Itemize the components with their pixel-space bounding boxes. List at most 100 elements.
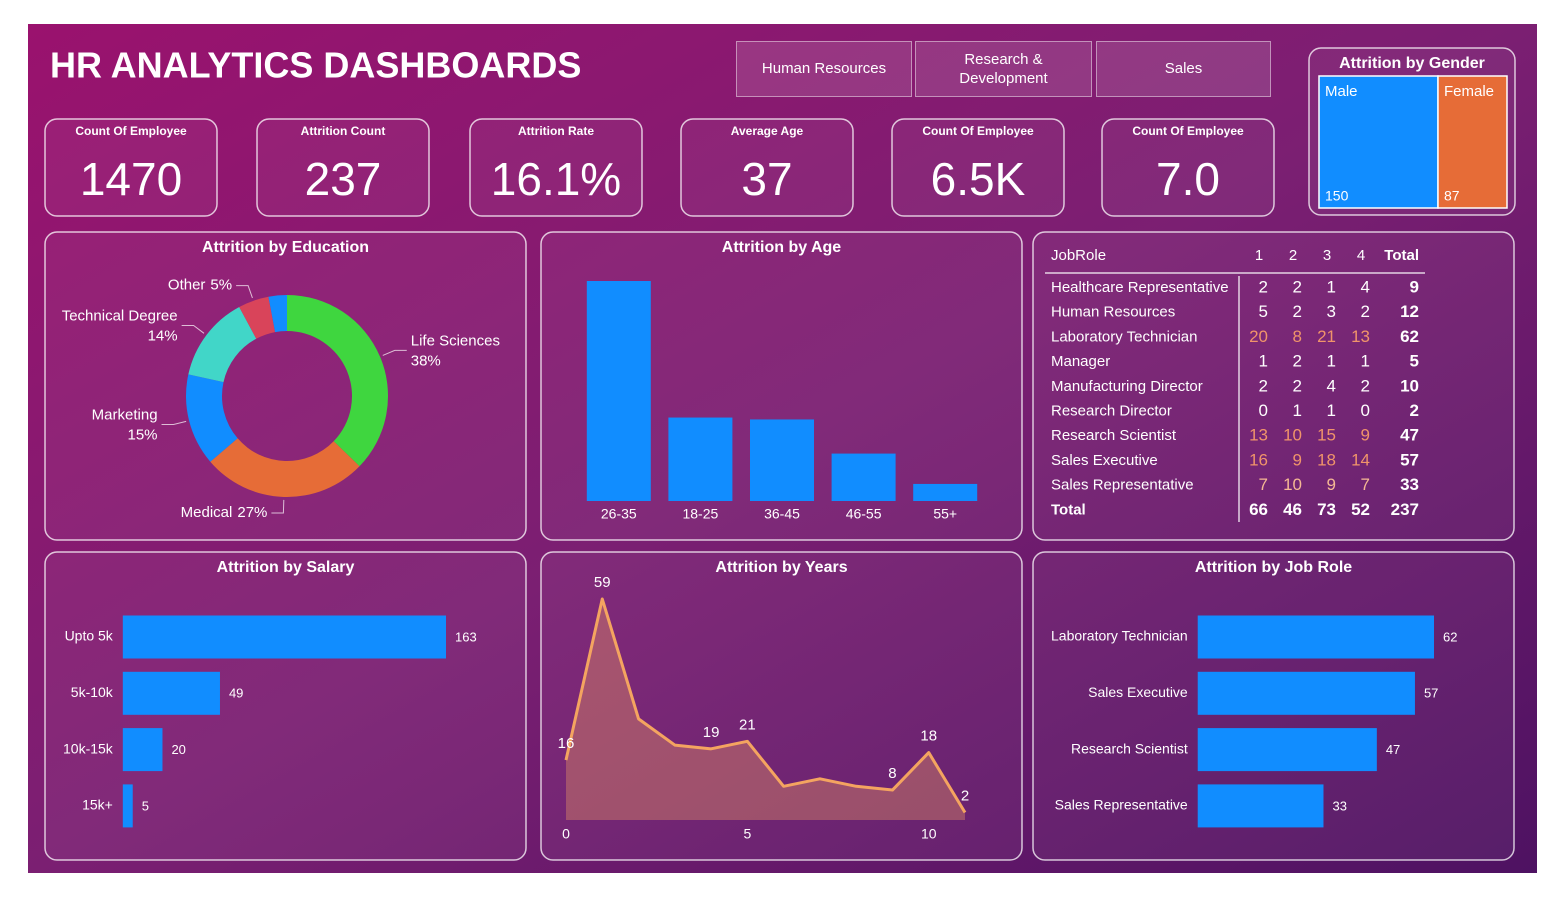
table-cell: 3 (1327, 302, 1336, 321)
bar (122, 671, 220, 715)
bar (122, 615, 446, 659)
x-tick-label: 55+ (933, 506, 957, 522)
table-cell: 1 (1293, 401, 1302, 420)
table-cell: 1 (1327, 352, 1336, 371)
value-label: 19 (703, 724, 720, 741)
leader-line (382, 349, 407, 356)
table-cell: 13 (1351, 327, 1370, 346)
table-cell: 13 (1249, 426, 1268, 445)
panel (540, 231, 1023, 541)
bar (1197, 784, 1324, 828)
y-tick-label: 5k-10k (71, 684, 114, 700)
donut-slice (239, 296, 276, 339)
value-label: 18 (920, 728, 937, 745)
kpi-value: 237 (305, 153, 382, 205)
kpi-value: 16.1% (491, 153, 621, 205)
table-cell: 9 (1327, 475, 1336, 494)
table-cell: 15 (1317, 426, 1336, 445)
table-cell: 7 (1259, 475, 1268, 494)
panel (44, 231, 527, 541)
table-cell: 57 (1400, 450, 1419, 469)
table-cell: 0 (1259, 401, 1268, 420)
table-cell: 46 (1283, 500, 1302, 519)
donut-slice (186, 374, 238, 462)
chart-title: Attrition by Gender (1339, 55, 1485, 72)
table-cell: 2 (1259, 277, 1268, 296)
table-cell: 2 (1293, 302, 1302, 321)
line (564, 597, 967, 814)
table-cell: 9 (1293, 450, 1302, 469)
dashboard-title: HR ANALYTICS DASHBOARDS (50, 45, 581, 86)
table-cell: 7 (1361, 475, 1370, 494)
value-label: 163 (455, 629, 477, 644)
bar (1197, 671, 1415, 715)
table-cell: 5 (1259, 302, 1268, 321)
value-label: 27% (237, 504, 267, 521)
y-tick-label: 15k+ (82, 797, 113, 813)
y-tick-label: Sales Executive (1088, 684, 1188, 700)
tile-value: 87 (1444, 188, 1460, 204)
table-cell: 20 (1249, 327, 1268, 346)
table-cell: 1 (1327, 277, 1336, 296)
table-cell: 47 (1400, 426, 1419, 445)
table-cell: 73 (1317, 500, 1336, 519)
value-label: 21 (739, 716, 756, 733)
row-label: Manager (1051, 353, 1110, 370)
row-label: Sales Representative (1051, 477, 1194, 494)
bar (750, 419, 814, 501)
table-cell: 33 (1400, 475, 1419, 494)
tile-label: Male (1325, 83, 1358, 100)
table-cell: 12 (1400, 302, 1419, 321)
table-cell: 16 (1249, 450, 1268, 469)
donut-label: Technical Degree 14% (62, 307, 178, 344)
kpi-value: 1470 (80, 153, 182, 205)
kpi-label: Count Of Employee (75, 124, 187, 138)
panel (44, 551, 527, 861)
table-cell: 237 (1391, 500, 1419, 519)
tile-label: Female (1444, 83, 1494, 100)
bar (831, 453, 896, 501)
slicer-button[interactable]: Human Resources (736, 41, 912, 97)
y-tick-label: 10k-15k (63, 740, 114, 756)
bar (668, 417, 733, 501)
leader-line (181, 324, 205, 334)
value-label: 2 (961, 787, 969, 804)
panel (256, 118, 430, 217)
y-tick-label: Laboratory Technician (1051, 628, 1188, 644)
value-label: 5% (210, 277, 232, 294)
value-label: 49 (229, 686, 243, 701)
slicer-button[interactable]: Research & Development (915, 41, 1092, 97)
donut-slice (210, 438, 360, 497)
table-cell: 2 (1293, 352, 1302, 371)
donut-label: Marketing 15% (92, 407, 158, 444)
table-cell: 4 (1327, 376, 1336, 395)
value-label: 62 (1443, 629, 1457, 644)
panel (680, 118, 854, 217)
area-fill (566, 599, 965, 820)
table-cell: 10 (1283, 426, 1302, 445)
panel (1032, 231, 1515, 541)
kpi-value: 6.5K (931, 153, 1026, 205)
table-cell: 2 (1410, 401, 1419, 420)
table-cell: 5 (1410, 352, 1419, 371)
donut-slice (287, 295, 388, 467)
table-cell: 10 (1283, 475, 1302, 494)
table-cell: 62 (1400, 327, 1419, 346)
table-cell: 2 (1293, 376, 1302, 395)
donut-slice (268, 295, 287, 333)
donut-slice (188, 307, 257, 383)
category-label: Technical Degree (62, 307, 178, 324)
x-tick-label: 5 (743, 826, 751, 842)
kpi-label: Attrition Count (301, 124, 386, 138)
bar (913, 483, 978, 501)
treemap-tile (1437, 75, 1508, 209)
value-label: 16 (558, 735, 575, 752)
table-cell: 9 (1410, 277, 1419, 296)
table-cell: 18 (1317, 450, 1336, 469)
slicer-button[interactable]: Sales (1096, 41, 1271, 97)
table-cell: 0 (1361, 401, 1370, 420)
table-cell: 9 (1361, 426, 1370, 445)
x-tick-label: 36-45 (764, 506, 800, 522)
table-cell: 1 (1361, 352, 1370, 371)
